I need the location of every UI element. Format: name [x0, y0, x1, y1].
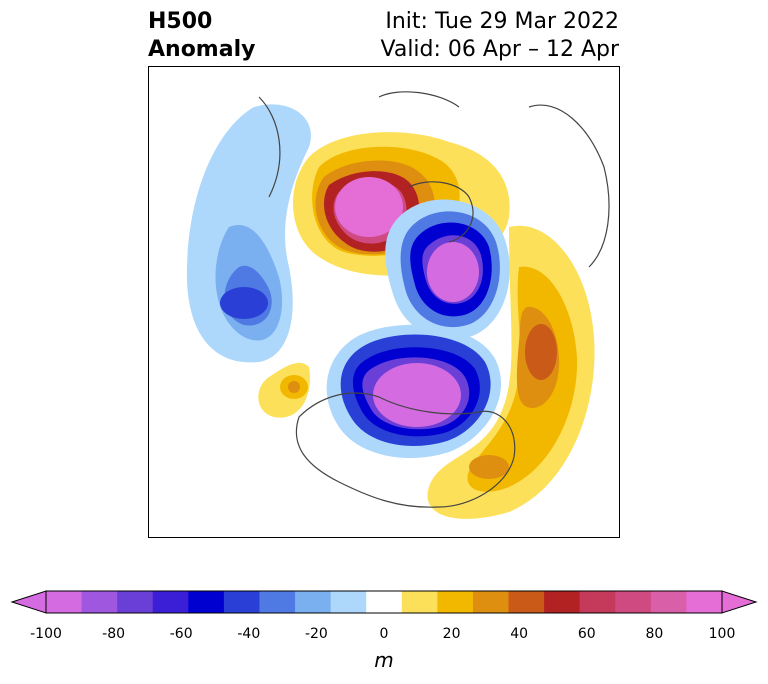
colorbar-segment: [188, 591, 225, 613]
colorbar-segment: [81, 591, 118, 613]
colorbar-segment: [544, 591, 581, 613]
colorbar-right-extension: [721, 590, 758, 614]
arctic-trough: [385, 199, 510, 340]
colorbar-segment: [401, 591, 438, 613]
atlantic-ridge: [427, 225, 595, 519]
colorbar-segments: [46, 591, 723, 613]
colorbar-left-extension: [10, 590, 47, 614]
title-right: Init: Tue 29 Mar 2022 Valid: 06 Apr – 12…: [381, 8, 620, 64]
coastlines: [258, 91, 610, 508]
canada-trough: [326, 324, 502, 459]
pacific-trough: [186, 104, 311, 363]
anomaly-map: [148, 66, 620, 538]
colorbar-units: m: [374, 648, 394, 672]
colorbar-outline: [45, 590, 723, 614]
colorbar-segment: [295, 591, 332, 613]
title-left: H500 Anomaly: [148, 8, 255, 64]
colorbar-segment: [650, 591, 687, 613]
colorbar-tick-label: 0: [379, 626, 389, 642]
colorbar-tick-label: 20: [442, 626, 461, 642]
colorbar-segment: [615, 591, 652, 613]
colorbar-tick-label: 40: [510, 626, 529, 642]
colorbar-tick-label: -80: [102, 626, 126, 642]
colorbar-segment: [223, 591, 260, 613]
colorbar-segment: [472, 591, 510, 613]
colorbar-segment: [330, 591, 367, 613]
colorbar-segment: [579, 591, 616, 613]
ne-pacific-ridge: [258, 362, 310, 418]
colorbar-segment: [437, 591, 474, 613]
colorbar-tick-label: 60: [577, 626, 596, 642]
map-svg: [186, 91, 610, 519]
colorbar-tick-label: -40: [237, 626, 261, 642]
colorbar-segment: [46, 591, 83, 613]
colorbar-tick-label: -100: [30, 626, 62, 642]
valid-range: Valid: 06 Apr – 12 Apr: [380, 37, 620, 62]
colorbar-segment: [366, 591, 403, 613]
colorbar-tick-label: -20: [304, 626, 328, 642]
colorbar-tick-label: -60: [169, 626, 193, 642]
colorbar-tick-label: 100: [708, 626, 736, 642]
colorbar-segment: [508, 591, 545, 613]
colorbar-segment: [117, 591, 154, 613]
colorbar: [10, 590, 758, 614]
colorbar-segment: [259, 591, 296, 613]
title-field: Anomaly: [148, 37, 256, 62]
title-variable: H500: [148, 9, 213, 34]
colorbar-segment: [686, 591, 723, 613]
colorbar-tick-label: 80: [645, 626, 664, 642]
colorbar-segment: [152, 591, 189, 613]
init-date: Init: Tue 29 Mar 2022: [385, 9, 619, 34]
